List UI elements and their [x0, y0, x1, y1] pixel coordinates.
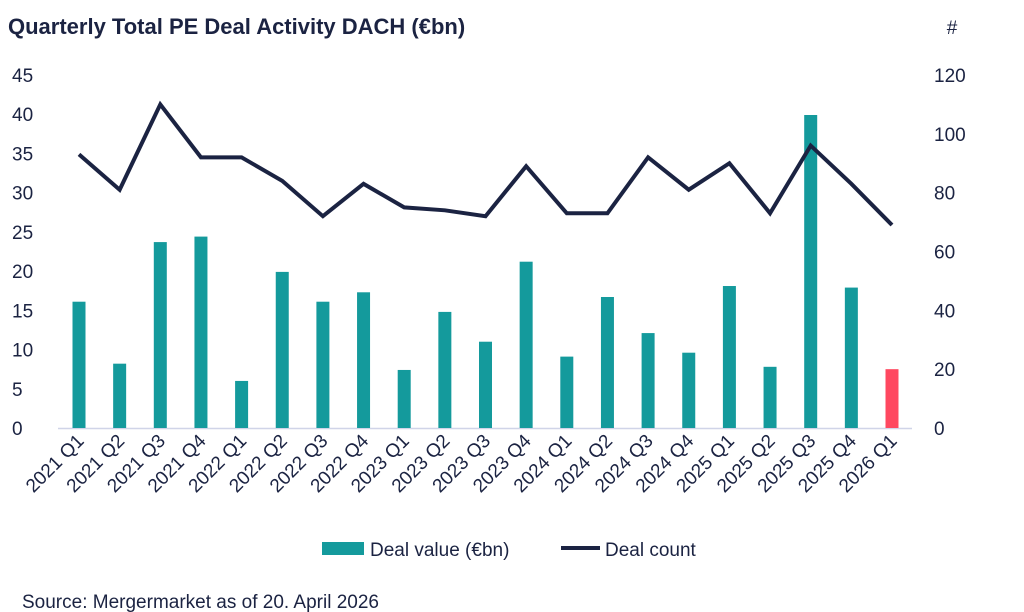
legend-label-deal-value: Deal value (€bn) — [370, 540, 509, 561]
bar-deal-value — [844, 287, 858, 428]
left-tick-label: 5 — [12, 380, 23, 401]
right-tick-label: 80 — [934, 184, 955, 205]
bar-deal-value — [722, 286, 736, 428]
bar-deal-value — [763, 366, 777, 428]
right-tick-label: 120 — [934, 66, 966, 87]
bar-deal-value — [438, 311, 452, 428]
left-tick-label: 25 — [12, 223, 33, 244]
bar-deal-value — [357, 292, 371, 428]
chart-title: Quarterly Total PE Deal Activity DACH (€… — [8, 14, 465, 39]
right-tick-label: 60 — [934, 243, 955, 264]
right-tick-label: 40 — [934, 301, 955, 322]
bar-deal-value — [194, 236, 208, 428]
bar-deal-value — [479, 341, 492, 428]
bar-deal-value — [316, 301, 330, 428]
left-tick-label: 0 — [12, 419, 23, 440]
left-tick-label: 35 — [12, 144, 33, 165]
bar-deal-value — [600, 296, 614, 428]
legend-label-deal-count: Deal count — [605, 540, 697, 561]
bar-deal-value — [397, 369, 411, 428]
bar-deal-value — [153, 242, 167, 428]
bar-deal-value — [519, 261, 533, 428]
source-note: Source: Mergermarket as of 20. April 202… — [22, 592, 379, 612]
bar-deal-value — [641, 333, 655, 428]
bar-deal-value — [885, 369, 899, 428]
right-tick-label: 20 — [934, 360, 955, 381]
left-tick-label: 45 — [12, 66, 33, 87]
left-tick-label: 20 — [12, 262, 33, 283]
bar-deal-value — [72, 301, 86, 428]
left-tick-label: 10 — [12, 341, 33, 362]
right-tick-label: 100 — [934, 125, 966, 146]
legend-swatch-deal-value — [322, 542, 364, 555]
right-axis-label: # — [947, 18, 958, 39]
line-deal-count — [77, 100, 894, 227]
bar-deal-value — [682, 352, 696, 428]
left-tick-label: 40 — [12, 105, 33, 126]
bar-deal-value — [235, 380, 249, 428]
bar-deal-value — [804, 115, 818, 429]
bar-deal-value — [560, 356, 574, 428]
bar-deal-value — [275, 271, 289, 428]
left-tick-label: 15 — [12, 301, 33, 322]
left-tick-label: 30 — [12, 184, 33, 205]
bar-deal-value — [113, 363, 127, 428]
right-tick-label: 0 — [934, 419, 945, 440]
